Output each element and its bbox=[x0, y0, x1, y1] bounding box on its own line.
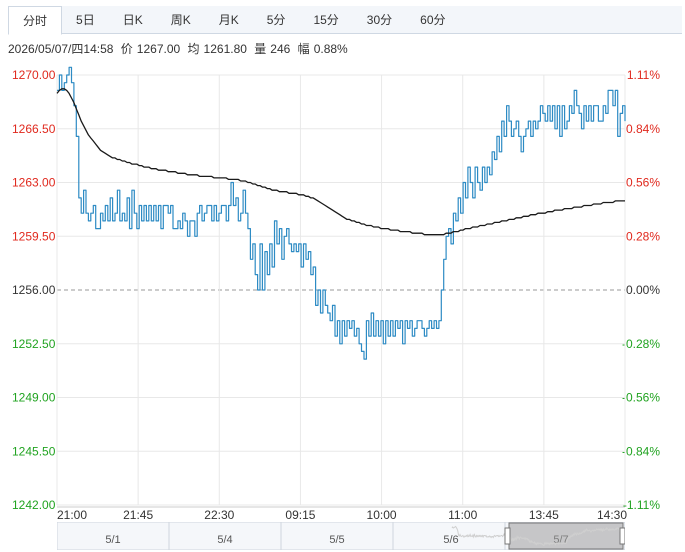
tab-weekly-k[interactable]: 周K bbox=[170, 13, 191, 27]
tab-15-min[interactable]: 15分 bbox=[313, 13, 339, 27]
avg-value: 1261.80 bbox=[203, 42, 247, 56]
pct-tick-label: 0.00% bbox=[626, 283, 660, 297]
pct-tick-label: -0.84% bbox=[622, 444, 660, 458]
x-tick-label: 09:15 bbox=[285, 508, 315, 522]
tab-5-day[interactable]: 5日 bbox=[76, 13, 95, 27]
tab-daily-k[interactable]: 日K bbox=[122, 13, 143, 27]
amplitude-label: 幅 bbox=[297, 42, 310, 56]
volume-label: 量 bbox=[254, 42, 267, 56]
price-line bbox=[57, 66, 626, 360]
y-tick-label: 1266.50 bbox=[12, 122, 56, 136]
navigator-date-label: 5/1 bbox=[105, 534, 120, 546]
navigator-date-label: 5/6 bbox=[443, 534, 458, 546]
y-tick-label: 1249.00 bbox=[12, 391, 56, 405]
navigator-date-label: 5/5 bbox=[329, 534, 344, 546]
avg-label: 均 bbox=[187, 42, 200, 56]
navigator-mini-trace bbox=[451, 525, 623, 547]
quote-datetime: 2026/05/07/四14:58 bbox=[8, 42, 114, 56]
tab-intraday[interactable]: 分时 bbox=[8, 6, 63, 35]
navigator-selection[interactable] bbox=[508, 522, 624, 550]
average-line bbox=[56, 88, 625, 236]
y-tick-label: 1263.00 bbox=[12, 176, 56, 190]
x-tick-label: 21:00 bbox=[57, 508, 87, 522]
pct-tick-label: 0.84% bbox=[626, 122, 660, 136]
volume-value: 246 bbox=[270, 42, 291, 56]
x-tick-label: 21:45 bbox=[123, 508, 153, 522]
tab-60-min[interactable]: 60分 bbox=[420, 13, 446, 27]
amplitude-value: 0.88% bbox=[313, 42, 348, 56]
pct-tick-label: -0.28% bbox=[622, 337, 660, 351]
navigator-date-label: 5/4 bbox=[217, 534, 232, 546]
range-navigator[interactable]: 5/15/45/55/65/7 bbox=[57, 522, 625, 550]
y-tick-label: 1245.50 bbox=[12, 444, 56, 458]
pct-tick-label: -1.11% bbox=[623, 498, 660, 512]
y-tick-label: 1256.00 bbox=[12, 283, 56, 297]
x-tick-label: 22:30 bbox=[204, 508, 234, 522]
navigator-right-handle[interactable] bbox=[619, 527, 625, 545]
x-tick-label: 13:45 bbox=[529, 508, 559, 522]
pct-tick-label: 0.28% bbox=[626, 229, 660, 243]
quote-info-bar: 2026/05/07/四14:58 价 1267.00 均 1261.80 量 246… bbox=[8, 40, 352, 57]
y-tick-label: 1242.00 bbox=[12, 498, 56, 512]
tab-30-min[interactable]: 30分 bbox=[366, 13, 393, 27]
y-tick-label: 1259.50 bbox=[12, 229, 56, 243]
pct-tick-label: 1.11% bbox=[627, 68, 660, 82]
price-value: 1267.00 bbox=[136, 42, 181, 56]
period-tab-bar: 分时 5日 日K 周K 月K 5分 15分 30分 60分 bbox=[8, 6, 682, 35]
x-tick-label: 14:30 bbox=[597, 508, 627, 522]
navigator-left-handle[interactable] bbox=[504, 527, 511, 545]
y-tick-label: 1270.00 bbox=[12, 68, 56, 82]
price-label: 价 bbox=[120, 42, 133, 56]
x-tick-label: 10:00 bbox=[367, 508, 397, 522]
pct-tick-label: 0.56% bbox=[626, 176, 660, 190]
x-tick-label: 11:00 bbox=[448, 508, 477, 522]
pct-tick-label: -0.56% bbox=[622, 391, 660, 405]
y-tick-label: 1252.50 bbox=[12, 337, 56, 351]
tab-monthly-k[interactable]: 月K bbox=[218, 13, 239, 27]
tab-5-min[interactable]: 5分 bbox=[266, 13, 286, 27]
